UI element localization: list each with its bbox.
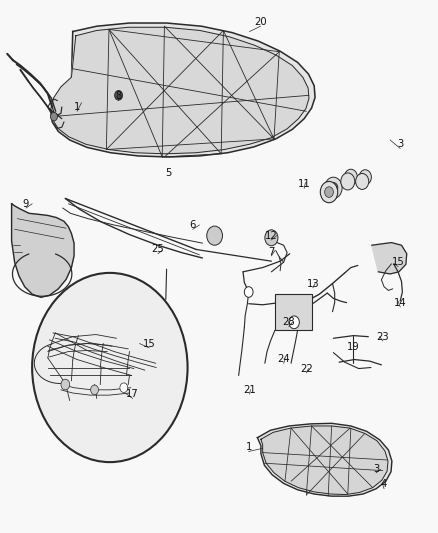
- Text: 7: 7: [268, 247, 275, 256]
- Text: 21: 21: [243, 385, 256, 395]
- Text: 3: 3: [397, 139, 403, 149]
- Polygon shape: [51, 23, 315, 157]
- Polygon shape: [258, 423, 392, 496]
- Circle shape: [50, 112, 57, 121]
- Text: 5: 5: [166, 168, 172, 179]
- Text: 1: 1: [74, 102, 80, 112]
- Circle shape: [356, 173, 369, 189]
- Text: 20: 20: [254, 17, 267, 27]
- Text: 9: 9: [23, 199, 29, 209]
- Polygon shape: [12, 204, 74, 297]
- Text: 6: 6: [190, 220, 196, 230]
- Text: 11: 11: [298, 179, 311, 189]
- Circle shape: [344, 169, 357, 185]
- Text: 12: 12: [265, 231, 278, 241]
- Text: 14: 14: [394, 297, 406, 308]
- Polygon shape: [261, 426, 388, 495]
- Circle shape: [320, 181, 338, 203]
- Text: 13: 13: [307, 279, 319, 288]
- Circle shape: [61, 379, 70, 390]
- Text: 23: 23: [376, 332, 389, 342]
- Text: 8: 8: [116, 91, 122, 101]
- Circle shape: [341, 173, 355, 190]
- Polygon shape: [372, 243, 407, 274]
- Text: 3: 3: [373, 464, 379, 473]
- Circle shape: [91, 385, 99, 394]
- Text: 15: 15: [392, 257, 404, 267]
- Text: 15: 15: [143, 338, 155, 349]
- Circle shape: [359, 169, 371, 184]
- Circle shape: [289, 316, 299, 329]
- Text: 19: 19: [347, 342, 360, 352]
- Bar: [275, 294, 312, 330]
- Text: 24: 24: [277, 354, 290, 364]
- Circle shape: [325, 187, 333, 197]
- Circle shape: [244, 287, 253, 297]
- Circle shape: [32, 273, 187, 462]
- Circle shape: [265, 230, 278, 246]
- Text: 17: 17: [126, 389, 139, 399]
- Text: 25: 25: [152, 245, 164, 254]
- Circle shape: [120, 383, 128, 392]
- Text: 28: 28: [283, 317, 295, 327]
- Text: 4: 4: [381, 480, 387, 489]
- Text: 22: 22: [300, 364, 313, 374]
- Circle shape: [329, 182, 338, 193]
- Text: 1: 1: [246, 442, 252, 452]
- Circle shape: [207, 226, 223, 245]
- Circle shape: [325, 177, 342, 198]
- Polygon shape: [51, 27, 309, 154]
- Circle shape: [115, 91, 123, 100]
